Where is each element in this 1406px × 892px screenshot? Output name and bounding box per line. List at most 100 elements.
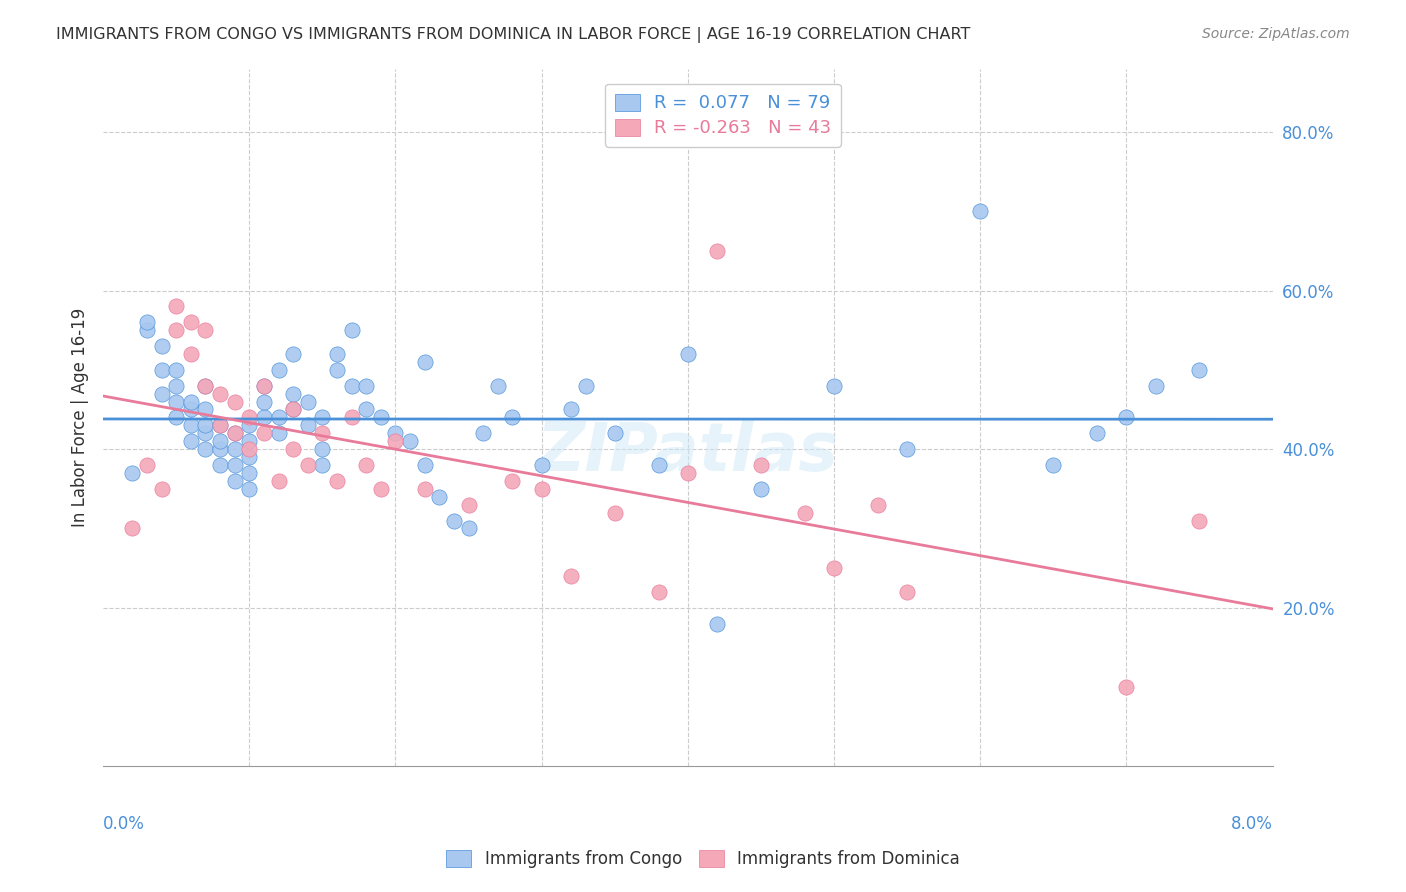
Point — [574, 378, 596, 392]
Point — [340, 323, 363, 337]
Point — [340, 410, 363, 425]
Point — [224, 426, 246, 441]
Text: 0.0%: 0.0% — [103, 815, 145, 833]
Point — [283, 386, 305, 401]
Point — [297, 394, 319, 409]
Point — [1188, 363, 1211, 377]
Point — [121, 466, 143, 480]
Point — [194, 378, 217, 392]
Point — [647, 458, 669, 472]
Point — [194, 402, 217, 417]
Point — [823, 378, 845, 392]
Point — [238, 442, 260, 457]
Point — [136, 315, 159, 329]
Point — [267, 474, 290, 488]
Text: ZIPatlas: ZIPatlas — [537, 419, 839, 485]
Point — [136, 458, 159, 472]
Point — [194, 323, 217, 337]
Point — [238, 410, 260, 425]
Point — [194, 426, 217, 441]
Point — [896, 585, 918, 599]
Point — [969, 204, 991, 219]
Point — [209, 442, 232, 457]
Point — [150, 363, 173, 377]
Point — [224, 474, 246, 488]
Y-axis label: In Labor Force | Age 16-19: In Labor Force | Age 16-19 — [72, 308, 89, 527]
Text: IMMIGRANTS FROM CONGO VS IMMIGRANTS FROM DOMINICA IN LABOR FORCE | AGE 16-19 COR: IMMIGRANTS FROM CONGO VS IMMIGRANTS FROM… — [56, 27, 970, 43]
Point — [238, 418, 260, 433]
Point — [326, 474, 349, 488]
Point — [530, 482, 553, 496]
Point — [180, 394, 202, 409]
Point — [253, 426, 276, 441]
Point — [370, 410, 392, 425]
Point — [165, 394, 187, 409]
Text: Source: ZipAtlas.com: Source: ZipAtlas.com — [1202, 27, 1350, 41]
Point — [603, 506, 626, 520]
Point — [486, 378, 509, 392]
Point — [311, 458, 333, 472]
Point — [501, 474, 523, 488]
Point — [180, 315, 202, 329]
Point — [354, 402, 377, 417]
Point — [165, 363, 187, 377]
Point — [560, 402, 582, 417]
Point — [283, 442, 305, 457]
Point — [283, 347, 305, 361]
Point — [209, 418, 232, 433]
Point — [443, 514, 465, 528]
Point — [560, 569, 582, 583]
Point — [209, 434, 232, 449]
Point — [165, 378, 187, 392]
Text: 8.0%: 8.0% — [1230, 815, 1272, 833]
Point — [866, 498, 889, 512]
Point — [267, 426, 290, 441]
Point — [297, 418, 319, 433]
Point — [283, 402, 305, 417]
Point — [354, 378, 377, 392]
Point — [283, 402, 305, 417]
Point — [311, 442, 333, 457]
Point — [238, 466, 260, 480]
Point — [224, 442, 246, 457]
Point — [224, 458, 246, 472]
Point — [180, 434, 202, 449]
Point — [238, 482, 260, 496]
Point — [676, 347, 699, 361]
Point — [224, 426, 246, 441]
Point — [896, 442, 918, 457]
Point — [676, 466, 699, 480]
Point — [413, 355, 436, 369]
Point — [647, 585, 669, 599]
Point — [194, 418, 217, 433]
Point — [603, 426, 626, 441]
Point — [384, 434, 406, 449]
Point — [1042, 458, 1064, 472]
Legend: Immigrants from Congo, Immigrants from Dominica: Immigrants from Congo, Immigrants from D… — [440, 843, 966, 875]
Point — [253, 378, 276, 392]
Point — [427, 490, 450, 504]
Point — [472, 426, 495, 441]
Point — [194, 442, 217, 457]
Point — [1188, 514, 1211, 528]
Point — [165, 323, 187, 337]
Point — [194, 378, 217, 392]
Point — [384, 426, 406, 441]
Point — [224, 394, 246, 409]
Point — [793, 506, 815, 520]
Point — [150, 386, 173, 401]
Point — [399, 434, 422, 449]
Point — [165, 410, 187, 425]
Point — [267, 410, 290, 425]
Point — [209, 418, 232, 433]
Point — [238, 434, 260, 449]
Point — [150, 482, 173, 496]
Point — [180, 347, 202, 361]
Point — [267, 363, 290, 377]
Point — [823, 561, 845, 575]
Point — [457, 498, 479, 512]
Point — [311, 426, 333, 441]
Point — [501, 410, 523, 425]
Point — [253, 378, 276, 392]
Point — [165, 300, 187, 314]
